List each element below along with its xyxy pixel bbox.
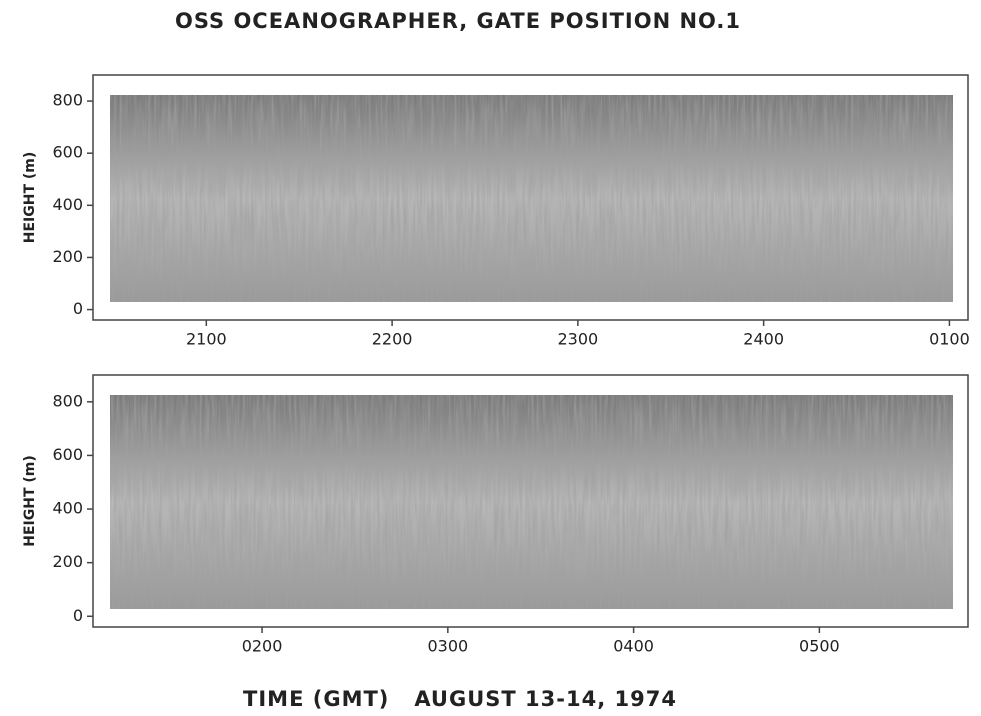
panel-frame [92, 374, 969, 628]
echogram-texture [110, 95, 953, 302]
x-axis-label: TIME (GMT) AUGUST 13-14, 1974 [243, 687, 677, 711]
y-tick-label: 600 [52, 143, 83, 162]
x-tick-label: 2300 [558, 330, 599, 349]
y-tick-label: 200 [52, 247, 83, 266]
y-axis-label: HEIGHT (m) [22, 152, 38, 244]
x-tick-label: 2200 [372, 330, 413, 349]
y-tick-label: 0 [73, 606, 83, 625]
x-tick-label: 0400 [613, 637, 654, 656]
y-tick-label: 800 [52, 391, 83, 410]
y-tick-label: 600 [52, 445, 83, 464]
x-tick-label: 2100 [186, 330, 227, 349]
y-tick-label: 800 [52, 91, 83, 110]
figure-title: OSS OCEANOGRAPHER, GATE POSITION NO.1 [175, 9, 741, 33]
panel-frame [92, 74, 969, 321]
x-tick-label: 0200 [242, 637, 283, 656]
y-tick-label: 200 [52, 552, 83, 571]
x-tick-label: 0100 [929, 330, 970, 349]
y-tick-label: 0 [73, 299, 83, 318]
echogram-texture [110, 395, 953, 609]
x-tick-label: 0500 [799, 637, 840, 656]
x-tick-label: 2400 [743, 330, 784, 349]
y-tick-label: 400 [52, 499, 83, 518]
y-axis-label: HEIGHT (m) [22, 455, 38, 547]
x-tick-label: 0300 [427, 637, 468, 656]
y-tick-label: 400 [52, 195, 83, 214]
